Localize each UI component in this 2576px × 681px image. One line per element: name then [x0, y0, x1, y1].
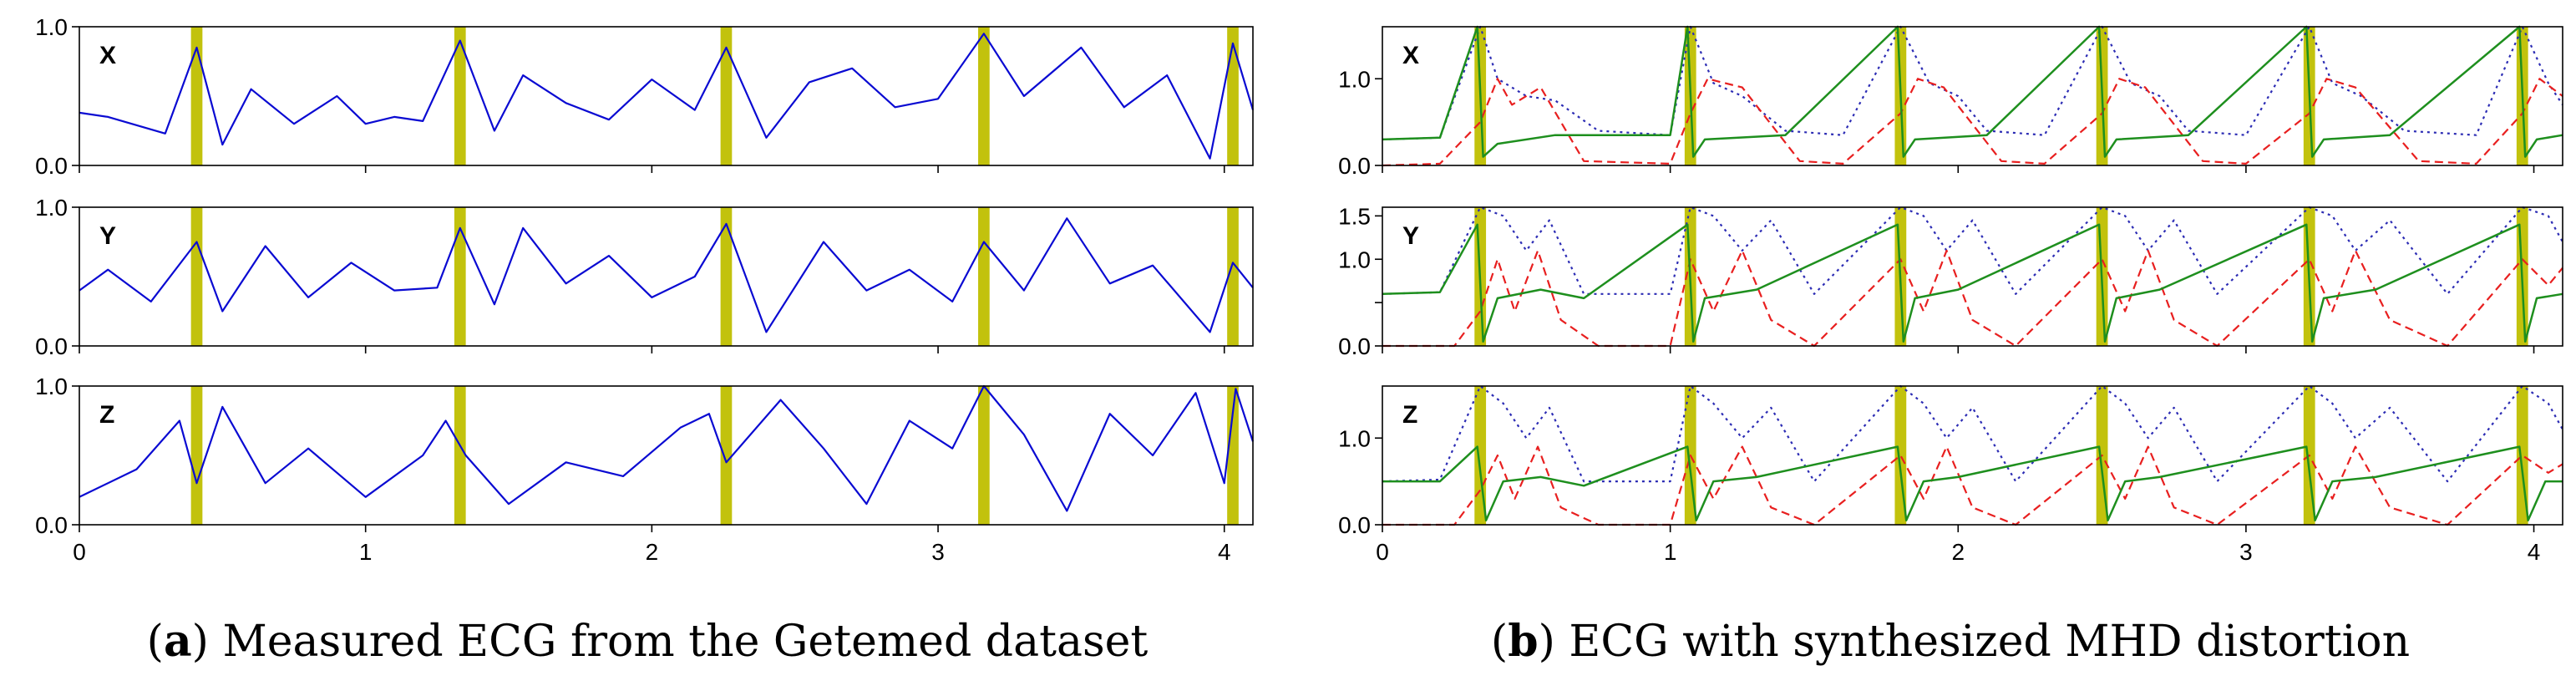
y-tick-label: 1.0 [35, 195, 68, 221]
highlight-band-3 [978, 207, 990, 346]
axes-frame [1382, 206, 2563, 347]
y-tick-label: 0.0 [1338, 333, 1371, 359]
highlight-band-3 [978, 27, 990, 165]
subplot-label: Z [99, 401, 114, 429]
subplot-label: X [1402, 42, 1419, 69]
y-tick-label: 0.0 [35, 512, 68, 538]
x-tick-label: 4 [2528, 539, 2541, 565]
clean-ecg-line [1382, 25, 2563, 158]
mhd-distortion-line [1382, 445, 2563, 526]
highlight-band-2 [720, 386, 733, 525]
clean-ecg-line [1382, 223, 2563, 343]
highlight-band-1 [454, 386, 466, 525]
total-signal-line [1382, 206, 2563, 295]
axes-frame [79, 385, 1254, 526]
panel-b-synthesized-mhd: 0.0 1.0 X 0.0 1.0 1.5 Y 0.0 1.0 Z 0 1 2 3 4 [1338, 25, 2563, 565]
highlight-band-3 [978, 386, 990, 525]
subplot-label: Z [1402, 401, 1417, 429]
x-tick-label: 3 [2239, 539, 2253, 565]
mhd-distortion-line [1382, 249, 2563, 348]
highlight-band-0 [190, 386, 203, 525]
highlight-band-0 [190, 207, 203, 346]
subplot-y: 0.0 1.0 Y [35, 195, 1254, 359]
measured-ecg-line [79, 384, 1255, 512]
axes-frame [1382, 26, 2563, 166]
caption-a: (a) Measured ECG from the Getemed datase… [147, 616, 1149, 667]
y-tick-label: 1.0 [1338, 246, 1371, 272]
subplot-x: 0.0 1.0 X [1338, 25, 2563, 179]
subplot-z: 0.0 1.0 Z 0 1 2 3 4 [35, 374, 1255, 565]
axes-frame [1382, 385, 2563, 526]
axes-frame [79, 206, 1254, 347]
highlight-band-4 [1227, 207, 1239, 346]
caption-b: (b) ECG with synthesized MHD distortion [1491, 616, 2410, 667]
highlight-band-4 [1227, 386, 1239, 525]
total-signal-line [1382, 25, 2563, 140]
clean-ecg-line [1382, 445, 2563, 522]
y-tick-label: 1.0 [1338, 66, 1371, 92]
x-tick-label: 4 [1218, 539, 1231, 565]
mhd-distortion-line [1382, 78, 2563, 167]
subplot-x: 0.0 1.0 X [35, 14, 1255, 179]
x-tick-label: 0 [73, 539, 86, 565]
subplot-label: X [99, 42, 116, 69]
subplot-y: 0.0 1.0 1.5 Y [1338, 203, 2563, 359]
y-tick-label: 1.0 [35, 374, 68, 399]
x-tick-label: 2 [1951, 539, 1965, 565]
highlight-band-2 [720, 207, 733, 346]
y-tick-label: 1.5 [1338, 203, 1371, 229]
highlight-band-2 [720, 27, 733, 165]
highlight-band-1 [454, 27, 466, 165]
x-tick-label: 1 [1664, 539, 1677, 565]
total-signal-line [1382, 384, 2563, 483]
x-tick-label: 1 [359, 539, 373, 565]
measured-ecg-line [79, 33, 1255, 160]
y-tick-label: 1.0 [35, 14, 68, 40]
axes-frame [79, 26, 1254, 166]
x-tick-label: 3 [931, 539, 945, 565]
panel-a-measured-ecg: 0.0 1.0 X 0.0 1.0 Y 0.0 1.0 Z 0 1 2 3 4 [35, 14, 1255, 565]
x-tick-label: 2 [646, 539, 659, 565]
subplot-z: 0.0 1.0 Z 0 1 2 3 4 [1338, 384, 2563, 565]
x-tick-label: 0 [1376, 539, 1389, 565]
y-tick-label: 1.0 [1338, 425, 1371, 451]
subplot-label: Y [99, 222, 116, 250]
y-tick-label: 0.0 [35, 153, 68, 179]
measured-ecg-line [79, 217, 1254, 333]
subplot-label: Y [1402, 222, 1419, 250]
highlight-band-1 [454, 207, 466, 346]
y-tick-label: 0.0 [1338, 512, 1371, 538]
y-tick-label: 0.0 [35, 333, 68, 359]
y-tick-label: 0.0 [1338, 153, 1371, 179]
